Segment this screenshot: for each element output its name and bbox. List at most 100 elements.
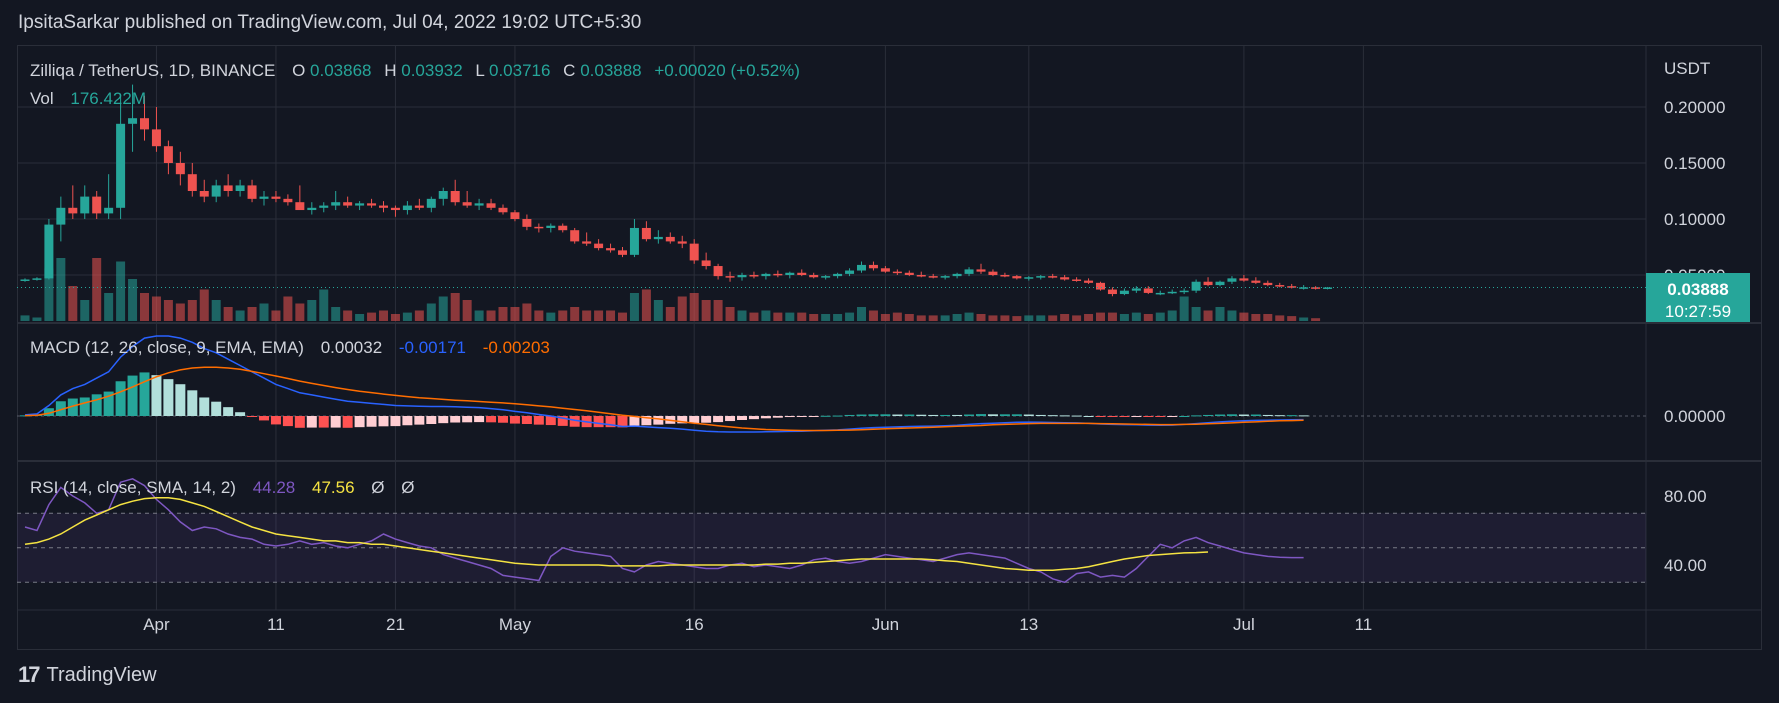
volume-bar <box>1096 312 1105 321</box>
volume-bar <box>558 310 568 321</box>
candle-body <box>319 205 329 208</box>
macd-histogram-bar <box>677 416 688 424</box>
volume-bar <box>1287 316 1297 321</box>
volume-bar <box>773 312 783 321</box>
candle-body <box>20 279 30 281</box>
macd-histogram-bar <box>916 414 927 416</box>
volume-bar <box>1012 316 1022 321</box>
volume-bar <box>1239 312 1249 321</box>
macd-histogram-bar <box>450 416 461 423</box>
volume-bar <box>904 314 914 321</box>
macd-histogram-bar <box>737 416 747 420</box>
macd-histogram-bar <box>569 416 580 427</box>
candle-body <box>199 191 209 197</box>
macd-histogram-bar <box>880 414 891 416</box>
volume-bar <box>809 314 819 321</box>
macd-histogram-bar <box>1262 414 1273 416</box>
candle-body <box>1239 278 1249 281</box>
candle-body <box>522 219 532 227</box>
macd-histogram-bar <box>976 414 986 416</box>
macd-histogram-bar <box>390 416 401 427</box>
macd-histogram-bar <box>115 381 126 416</box>
candle-body <box>462 202 472 206</box>
rsi-value-2: 47.56 <box>312 478 355 497</box>
candle-body <box>390 207 400 211</box>
candle-body <box>140 118 149 130</box>
macd-histogram-bar <box>175 384 186 416</box>
candle-body <box>151 129 161 147</box>
volume-bar <box>665 307 675 321</box>
volume-bar <box>618 312 627 321</box>
tradingview-logo-icon: 17 <box>18 662 41 687</box>
macd-histogram-bar <box>282 416 293 427</box>
macd-histogram-bar <box>402 416 413 426</box>
macd-histogram-bar <box>868 414 879 416</box>
volume-bar <box>283 296 293 321</box>
price-tick-label: 0.20000 <box>1664 98 1725 117</box>
rsi-value-1: 44.28 <box>253 478 296 497</box>
volume-bar <box>1060 314 1070 321</box>
macd-histogram-bar <box>844 414 855 416</box>
candle-body <box>701 260 711 267</box>
candle-body <box>629 227 639 255</box>
time-tick-label: 11 <box>267 615 285 634</box>
volume-bar <box>92 258 102 321</box>
rsi-tick-label: 80.00 <box>1664 487 1707 506</box>
candle-body <box>845 270 855 274</box>
volume-bar <box>880 314 890 321</box>
volume-bar <box>1251 314 1261 321</box>
volume-bar <box>438 296 448 321</box>
macd-histogram-bar <box>67 398 78 416</box>
candle-body <box>940 276 950 278</box>
volume-bar <box>187 300 197 321</box>
candle-body <box>892 271 902 274</box>
macd-histogram-bar <box>55 401 66 416</box>
macd-histogram-bar <box>1274 415 1285 417</box>
price-tick-label: 0.15000 <box>1664 154 1725 173</box>
macd-histogram-bar <box>187 390 198 416</box>
macd-histogram-bar <box>20 415 30 417</box>
macd-histogram-bar <box>486 416 497 423</box>
candle-body <box>92 196 102 214</box>
macd-histogram-bar <box>952 414 963 416</box>
volume-bar <box>725 307 735 321</box>
volume-bar <box>1024 315 1034 321</box>
macd-histogram-bar <box>151 375 162 416</box>
candle-body <box>1323 287 1333 289</box>
close-value: 0.03888 <box>580 61 641 80</box>
volume-bar <box>498 307 508 321</box>
volume-bar <box>1179 296 1189 321</box>
volume-bar <box>1227 310 1237 321</box>
volume-bar <box>546 312 556 321</box>
candle-body <box>558 225 568 231</box>
macd-histogram-bar <box>999 414 1010 416</box>
signal-line <box>24 366 1304 432</box>
rsi-value-3: Ø <box>371 478 384 497</box>
macd-histogram-bar <box>1059 415 1070 417</box>
macd-histogram-bar <box>414 416 425 425</box>
volume-bar <box>928 315 938 321</box>
candle-body <box>1060 277 1070 280</box>
volume-bar <box>1215 307 1225 321</box>
macd-value-2: -0.00171 <box>399 338 466 357</box>
candle-body <box>163 146 173 163</box>
volume-bar <box>271 310 281 321</box>
time-tick-label: Jul <box>1233 615 1255 634</box>
macd-histogram-bar <box>1226 414 1237 416</box>
macd-histogram-bar <box>91 394 102 416</box>
macd-histogram-bar <box>641 416 652 426</box>
time-tick-label: Jun <box>872 615 899 634</box>
volume-legend: Vol 176.422M <box>30 89 146 108</box>
macd-histogram-bar <box>689 416 700 424</box>
macd-histogram-bar <box>79 397 90 416</box>
volume-bar <box>570 307 580 321</box>
candle-body <box>498 207 508 213</box>
volume-bar <box>1000 315 1010 321</box>
macd-histogram-bar <box>1131 416 1142 417</box>
volume-bar <box>140 293 149 321</box>
candle-body <box>1119 290 1129 295</box>
macd-histogram-bar <box>784 416 795 418</box>
macd-histogram-bar <box>760 416 771 419</box>
